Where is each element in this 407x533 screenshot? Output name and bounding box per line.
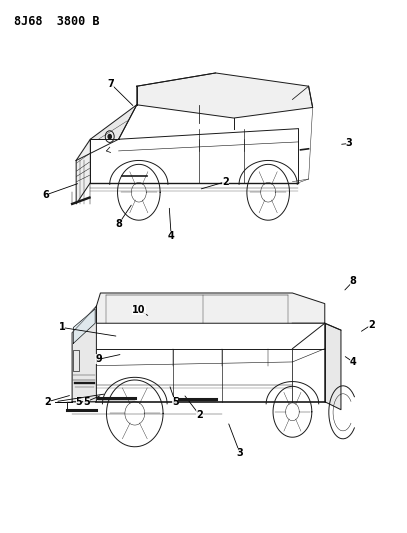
Text: 2: 2	[196, 410, 203, 420]
Polygon shape	[76, 105, 137, 160]
Polygon shape	[73, 309, 95, 343]
Bar	[73, 350, 79, 371]
Polygon shape	[76, 139, 90, 204]
Text: 8: 8	[350, 276, 357, 286]
Text: 7: 7	[107, 78, 114, 88]
Text: 2: 2	[44, 397, 51, 407]
Text: 2: 2	[44, 397, 51, 407]
Text: 2: 2	[368, 320, 374, 330]
Text: 1: 1	[59, 322, 66, 333]
Circle shape	[108, 134, 112, 139]
Text: 9: 9	[95, 354, 102, 364]
Polygon shape	[96, 293, 325, 323]
Text: 3: 3	[236, 448, 243, 458]
Text: 4: 4	[350, 357, 357, 367]
Text: 5: 5	[76, 397, 82, 407]
Text: 5: 5	[172, 397, 179, 407]
Text: 10: 10	[132, 305, 146, 315]
Text: 3: 3	[346, 139, 352, 149]
Text: 8: 8	[115, 219, 122, 229]
Text: 5: 5	[83, 397, 90, 407]
Text: 4: 4	[168, 231, 175, 241]
Polygon shape	[325, 323, 341, 410]
Text: 2: 2	[222, 176, 229, 187]
Text: 8J68  3800 B: 8J68 3800 B	[13, 14, 99, 28]
Text: 6: 6	[42, 190, 49, 200]
Polygon shape	[137, 73, 313, 118]
Polygon shape	[72, 306, 96, 402]
